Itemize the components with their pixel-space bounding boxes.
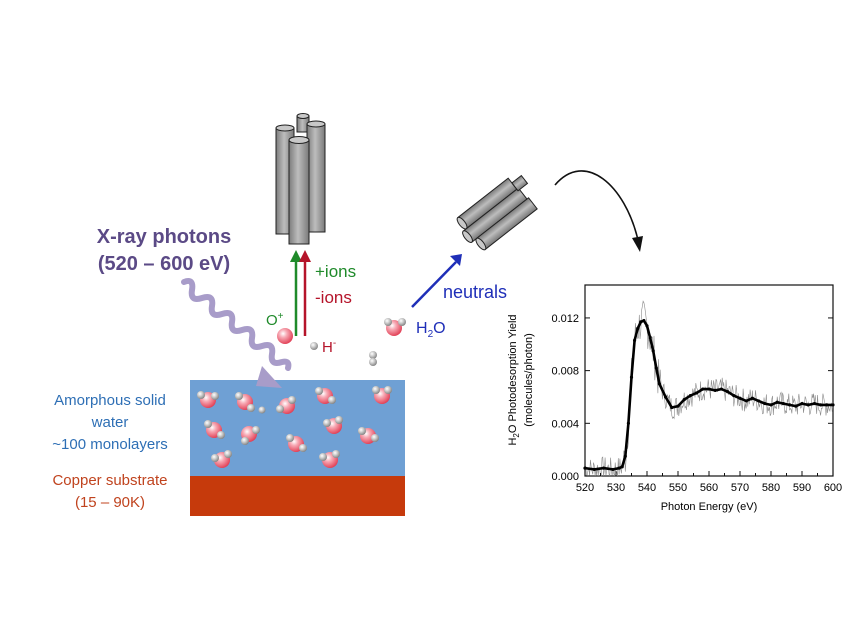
data-point [676, 404, 680, 408]
minus-ions-label: -ions [315, 288, 352, 307]
water-label-line1: Amorphous solid [54, 392, 166, 409]
x-axis-label: Photon Energy (eV) [661, 501, 758, 513]
xray-photons-range: (520 – 600 eV) [97, 253, 231, 275]
neutral-mass-spectrometer [456, 174, 538, 251]
data-point [617, 466, 621, 470]
data-point [719, 387, 724, 391]
data-point [623, 454, 627, 458]
data-point [657, 382, 662, 386]
data-point [695, 391, 699, 395]
h-minus-ion [310, 342, 318, 350]
x-tick-label: 580 [762, 482, 780, 494]
data-point [639, 320, 643, 324]
data-point [682, 398, 686, 402]
x-tick-label: 530 [607, 482, 625, 494]
h2o-label: H2O [416, 320, 446, 341]
data-point [825, 403, 829, 407]
data-point [688, 394, 693, 398]
x-tick-label: 540 [638, 482, 656, 494]
data-point [670, 405, 674, 410]
y-tick-label: 0.004 [551, 418, 579, 430]
o-plus-label: O+ [266, 311, 284, 329]
data-point [629, 375, 634, 379]
data-point [648, 336, 652, 340]
data-point [642, 318, 646, 323]
x-tick-label: 550 [669, 482, 687, 494]
water-molecules [197, 386, 392, 468]
chart-frame [584, 284, 834, 477]
data-point [633, 338, 637, 342]
desorbed-h2-molecule [369, 351, 377, 366]
data-point [707, 387, 711, 391]
water-label-line2: water [91, 414, 129, 431]
data-point [806, 403, 810, 407]
data-point [781, 401, 786, 406]
data-point [620, 465, 624, 469]
substrate-label: Copper substrate (15 – 90K) [25, 470, 195, 514]
h-minus-label: H- [322, 338, 337, 356]
data-point [794, 404, 798, 408]
xray-photons-label: X-ray photons (520 – 600 eV) [64, 224, 264, 278]
xray-wave-arrow [181, 278, 292, 388]
x-tick-label: 600 [824, 482, 842, 494]
water-label: Amorphous solid water ~100 monolayers [25, 390, 195, 456]
data-point [654, 366, 658, 370]
y-tick-label: 0.008 [551, 366, 579, 378]
data-point [775, 400, 779, 404]
curved-arrow [554, 170, 639, 241]
data-point [769, 403, 773, 407]
data-point [713, 388, 717, 392]
data-point [626, 421, 631, 425]
substrate-label-line2: (15 – 90K) [74, 494, 146, 511]
data-point [763, 401, 767, 406]
data-point [611, 467, 615, 472]
data-point [592, 467, 596, 472]
data-point [645, 324, 649, 328]
water-label-line3: ~100 monolayers [52, 436, 168, 453]
data-point [732, 394, 736, 398]
data-point [651, 349, 655, 353]
data-point [636, 326, 640, 331]
data-point [831, 403, 835, 407]
data-point [812, 401, 817, 406]
data-point [757, 399, 761, 403]
y-tick-label: 0.000 [551, 471, 579, 483]
x-tick-label: 520 [576, 482, 594, 494]
x-tick-label: 570 [731, 482, 749, 494]
photodesorption-chart: 520 530 540 550 560 570 580 590 600 0.000 0.004 0.… [507, 284, 842, 513]
x-tick-label: 590 [793, 482, 811, 494]
data-point [788, 403, 792, 407]
xray-photons-title: X-ray photons [96, 226, 232, 248]
data-point [701, 387, 705, 391]
desorbed-h2o [384, 318, 406, 336]
data-point [738, 396, 742, 400]
data-point [583, 466, 587, 470]
ion-mass-spectrometer [275, 113, 326, 245]
y-axis-label: H2O Photodesorption Yield [507, 314, 521, 445]
data-point [726, 390, 730, 394]
data-point [819, 403, 823, 407]
substrate-label-line1: Copper substrate [52, 472, 168, 489]
plus-ions-label: +ions [315, 262, 357, 281]
y-axis-label-units: (molecules/photon) [523, 333, 535, 427]
data-point [664, 395, 668, 399]
neutrals-label: neutrals [443, 282, 508, 302]
series-line [584, 318, 833, 471]
data-point [602, 466, 606, 470]
data-point [800, 401, 804, 406]
data-point [750, 396, 755, 400]
x-tick-label: 560 [700, 482, 718, 494]
y-tick-label: 0.012 [551, 313, 579, 325]
copper-substrate [190, 476, 405, 516]
neutrals-arrow [411, 261, 457, 308]
o-plus-ion [277, 328, 293, 344]
data-point [744, 399, 748, 403]
